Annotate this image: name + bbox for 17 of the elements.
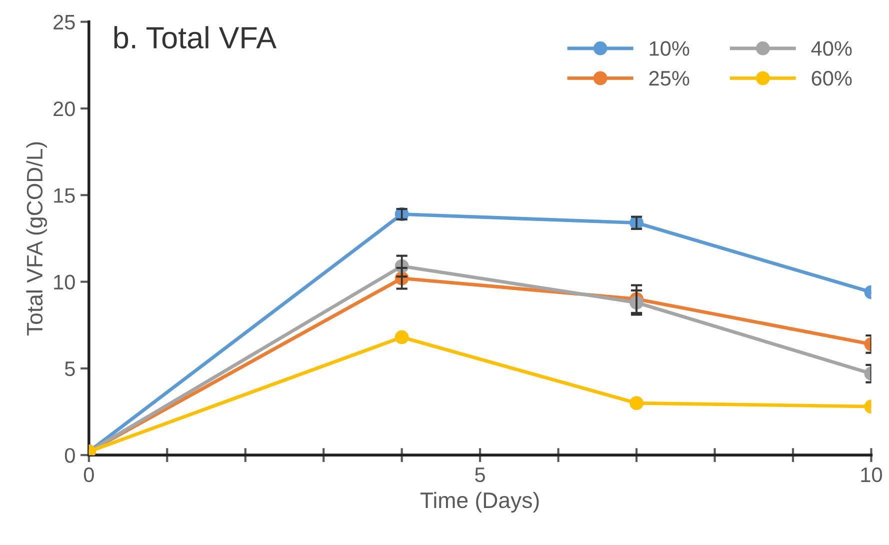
x-tick-label: 0 [84,467,94,482]
legend-label: 60% [812,70,852,86]
y-axis-title: Total VFA (gCOD/L) [26,142,47,336]
x-tick-label: 5 [475,468,485,482]
legend-label: 40% [811,41,852,56]
chart-title: b. Total VFA [114,26,277,49]
y-tick-label: 20 [54,101,75,116]
legend-label: 10% [650,41,690,56]
y-tick-label: 25 [54,14,75,30]
x-tick-label: 10 [861,467,882,482]
y-tick-label: 10 [54,274,75,290]
y-tick-label: 0 [64,448,75,463]
x-axis-title: Time (Days) [420,492,539,513]
legend-label: 25% [649,70,690,86]
y-tick-label: 5 [64,362,75,376]
point [394,330,409,344]
y-tick-label: 15 [54,188,75,203]
